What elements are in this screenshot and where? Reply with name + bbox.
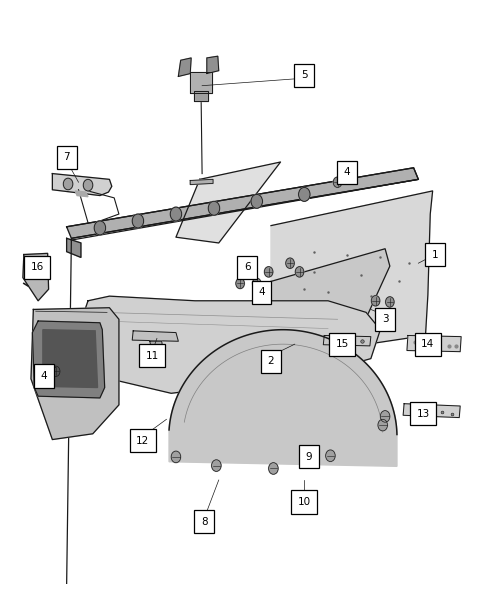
Circle shape [132,214,143,228]
Circle shape [51,366,60,376]
Circle shape [371,296,379,306]
Circle shape [298,188,309,201]
Text: 5: 5 [301,70,307,80]
Circle shape [252,278,260,289]
Text: 4: 4 [41,371,47,381]
FancyBboxPatch shape [130,429,155,453]
Text: 12: 12 [136,435,149,445]
Circle shape [247,267,256,277]
Circle shape [333,177,341,188]
FancyBboxPatch shape [291,490,317,513]
FancyBboxPatch shape [34,365,54,388]
FancyBboxPatch shape [414,333,440,356]
Text: 2: 2 [267,356,274,366]
Text: 1: 1 [431,250,438,260]
FancyBboxPatch shape [237,255,257,279]
FancyBboxPatch shape [336,161,356,184]
Circle shape [379,411,389,422]
Circle shape [63,178,73,190]
Polygon shape [402,404,459,418]
FancyBboxPatch shape [374,308,394,331]
Circle shape [264,267,272,277]
FancyBboxPatch shape [299,445,318,468]
Polygon shape [32,321,105,398]
Polygon shape [169,330,396,466]
Polygon shape [43,330,97,388]
Circle shape [208,201,219,215]
Text: 10: 10 [297,497,310,507]
Text: 9: 9 [305,452,312,462]
Circle shape [211,460,221,471]
Polygon shape [75,191,88,196]
Text: 6: 6 [243,262,250,272]
Text: 8: 8 [201,517,207,527]
FancyBboxPatch shape [57,146,76,169]
Polygon shape [176,162,280,243]
FancyBboxPatch shape [294,64,314,87]
Polygon shape [31,308,119,440]
Circle shape [238,258,246,268]
Circle shape [325,450,334,461]
Polygon shape [132,331,178,341]
Text: 13: 13 [416,408,429,418]
Polygon shape [178,58,191,77]
Circle shape [285,258,294,268]
Polygon shape [66,238,81,257]
FancyBboxPatch shape [139,344,165,367]
Polygon shape [76,296,379,394]
FancyBboxPatch shape [251,280,271,304]
Polygon shape [190,72,211,93]
FancyBboxPatch shape [24,255,50,279]
Text: 7: 7 [63,152,70,162]
Polygon shape [194,91,208,101]
Text: 15: 15 [335,339,348,349]
Circle shape [295,267,303,277]
Circle shape [170,207,182,221]
Circle shape [385,297,393,307]
Polygon shape [66,168,418,238]
Text: 3: 3 [381,314,388,325]
Polygon shape [206,56,218,74]
Circle shape [235,278,244,289]
Circle shape [268,463,277,474]
Polygon shape [323,336,370,346]
Text: 16: 16 [30,262,44,272]
FancyBboxPatch shape [194,510,214,533]
Circle shape [94,221,106,235]
FancyBboxPatch shape [424,243,444,266]
Circle shape [171,451,181,463]
Polygon shape [190,179,212,185]
Circle shape [83,179,92,191]
Text: 14: 14 [421,339,434,349]
Polygon shape [52,173,111,195]
Text: 4: 4 [257,287,264,297]
Circle shape [377,419,387,431]
Polygon shape [406,336,460,352]
Polygon shape [23,253,48,301]
Polygon shape [263,249,389,341]
FancyBboxPatch shape [409,402,435,425]
Text: 4: 4 [343,168,349,178]
Polygon shape [271,191,432,356]
Text: 11: 11 [145,350,158,360]
Circle shape [251,194,262,208]
Polygon shape [150,341,162,348]
FancyBboxPatch shape [260,350,280,373]
FancyBboxPatch shape [329,333,354,356]
